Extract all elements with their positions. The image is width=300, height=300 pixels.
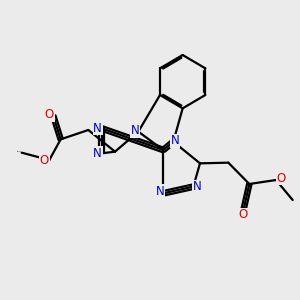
Text: N: N: [156, 185, 165, 198]
Text: N: N: [93, 122, 102, 135]
Text: O: O: [45, 109, 54, 122]
Text: N: N: [131, 124, 140, 137]
Text: O: O: [276, 172, 286, 184]
Text: N: N: [93, 147, 102, 160]
Text: O: O: [40, 154, 49, 166]
Text: O: O: [239, 208, 248, 221]
Text: N: N: [171, 134, 180, 147]
Text: methyl: methyl: [17, 150, 22, 152]
Text: N: N: [193, 180, 202, 193]
